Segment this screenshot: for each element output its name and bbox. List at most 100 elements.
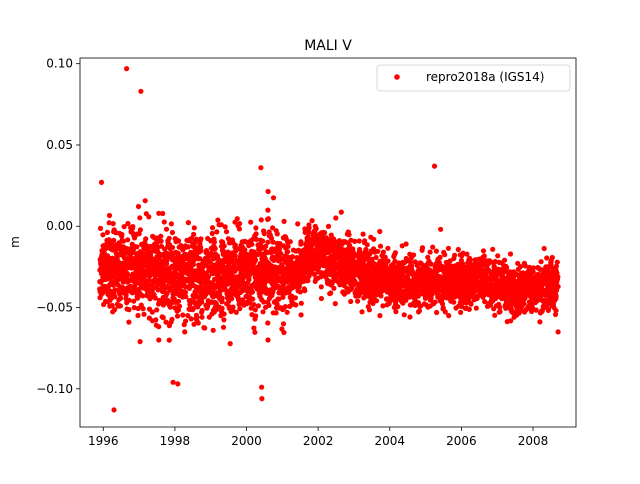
y-tick-label: −0.10 [36,382,73,396]
data-point [143,236,149,242]
data-point [142,198,148,204]
data-point [411,252,417,258]
data-point [109,302,115,309]
data-point [174,313,181,319]
data-point [362,238,368,244]
data-point [553,293,559,299]
legend-label: repro2018a (IGS14) [426,70,544,84]
data-point [175,381,181,387]
data-point [363,246,369,253]
data-point [274,231,280,237]
data-point [140,293,146,299]
data-point [466,306,472,312]
data-point [137,227,143,233]
data-point [230,304,236,310]
data-point [159,258,165,264]
data-point [318,284,324,290]
data-point [445,245,451,251]
data-point [169,316,175,322]
data-point [163,319,169,325]
data-point [247,300,253,306]
data-point [359,309,365,315]
data-point [161,219,167,225]
data-point [464,251,470,257]
data-point [366,307,372,313]
data-point [309,218,315,224]
data-point [209,225,216,231]
data-point [258,217,264,223]
data-point [438,226,444,232]
data-point [176,303,183,309]
data-point [152,295,158,301]
data-point [185,220,191,226]
data-point [202,325,208,331]
data-point [455,246,461,253]
data-point [195,320,201,326]
data-point [219,295,225,301]
data-point [98,179,105,185]
data-point [252,257,259,263]
data-point [490,246,496,252]
data-point [409,263,415,269]
data-point [255,303,261,309]
data-point [282,304,288,310]
data-point [190,305,196,312]
data-point [356,238,362,244]
data-point [175,298,182,304]
data-point [555,284,561,290]
data-point [284,309,290,315]
y-axis-label: m [8,236,22,248]
data-point [222,224,228,230]
data-point [481,253,487,259]
data-point [382,254,388,260]
data-point [190,261,196,268]
data-point [229,296,235,302]
data-point [261,231,267,237]
data-point [242,247,248,253]
data-point [149,309,155,315]
data-point [130,224,136,230]
data-point [125,220,131,227]
data-point [451,299,457,305]
data-point [521,301,527,307]
data-point [259,384,265,390]
data-point [248,219,254,225]
y-tick-label: 0.10 [46,57,73,71]
data-point [553,308,559,314]
data-point [249,289,255,295]
data-point [253,231,259,237]
data-point [158,238,164,244]
data-point [297,289,303,295]
data-point [112,294,118,300]
data-point [169,300,175,306]
data-point [119,231,125,238]
data-point [246,277,252,283]
data-point [377,313,383,319]
data-point [199,314,205,320]
data-point [140,306,146,312]
data-point [328,232,334,238]
x-tick-label: 2002 [303,434,334,448]
data-point [156,324,162,330]
data-point [214,229,220,235]
data-point [237,306,243,312]
data-point [298,300,304,306]
data-point [138,88,144,94]
data-point [134,244,140,250]
data-point [146,214,152,220]
data-point [263,243,269,249]
data-point [407,314,413,320]
data-point [97,225,104,231]
data-point [302,288,308,294]
data-point [432,299,438,305]
data-point [166,337,172,343]
data-point [355,298,361,304]
data-point [158,233,164,239]
data-point [104,229,110,235]
data-point [265,207,271,213]
data-point [232,242,238,248]
data-point [126,297,132,303]
data-point [221,317,227,323]
data-point [458,309,464,315]
